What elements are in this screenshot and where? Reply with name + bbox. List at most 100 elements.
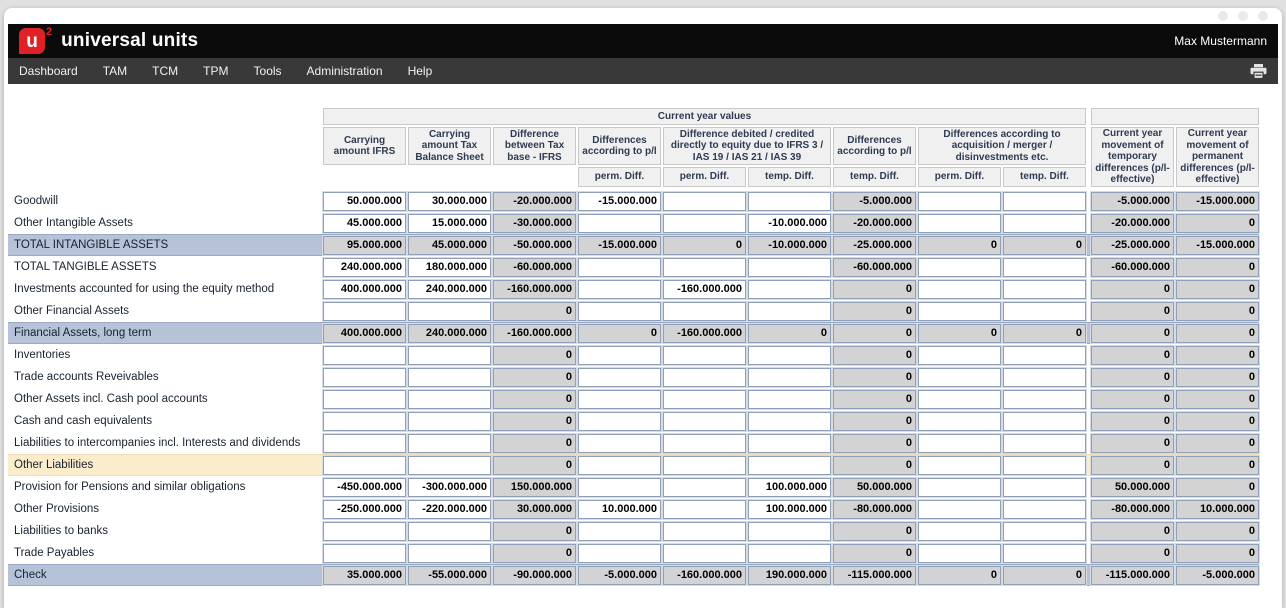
value-input[interactable] [1003,192,1086,211]
value-input[interactable] [323,412,406,431]
value-input[interactable] [408,214,491,233]
value-input[interactable] [578,544,661,563]
value-input[interactable] [748,522,831,541]
value-input[interactable] [408,390,491,409]
nav-item-tcm[interactable]: TCM [152,64,178,78]
value-input[interactable] [748,544,831,563]
value-input[interactable] [408,522,491,541]
value-input[interactable] [663,280,746,299]
value-input[interactable] [748,368,831,387]
value-input[interactable] [578,500,661,519]
value-input[interactable] [918,214,1001,233]
nav-item-dashboard[interactable]: Dashboard [19,64,78,78]
value-input[interactable] [748,302,831,321]
value-input[interactable] [918,302,1001,321]
value-input[interactable] [323,500,406,519]
value-input[interactable] [663,434,746,453]
value-input[interactable] [663,214,746,233]
value-input[interactable] [578,456,661,475]
value-input[interactable] [1003,456,1086,475]
value-input[interactable] [918,280,1001,299]
value-input[interactable] [1003,258,1086,277]
value-input[interactable] [918,478,1001,497]
value-input[interactable] [323,192,406,211]
value-input[interactable] [663,544,746,563]
nav-item-administration[interactable]: Administration [307,64,383,78]
value-input[interactable] [408,346,491,365]
value-input[interactable] [408,500,491,519]
value-input[interactable] [1003,280,1086,299]
value-input[interactable] [918,390,1001,409]
value-input[interactable] [663,390,746,409]
value-input[interactable] [408,302,491,321]
value-input[interactable] [1003,302,1086,321]
value-input[interactable] [1003,478,1086,497]
value-input[interactable] [918,412,1001,431]
value-input[interactable] [323,522,406,541]
value-input[interactable] [748,346,831,365]
value-input[interactable] [663,522,746,541]
value-input[interactable] [408,258,491,277]
value-input[interactable] [408,434,491,453]
value-input[interactable] [323,390,406,409]
value-input[interactable] [578,478,661,497]
value-input[interactable] [323,368,406,387]
print-button[interactable] [1250,64,1267,79]
value-input[interactable] [663,346,746,365]
value-input[interactable] [748,258,831,277]
value-input[interactable] [748,456,831,475]
value-input[interactable] [1003,500,1086,519]
value-input[interactable] [578,390,661,409]
value-input[interactable] [323,346,406,365]
value-input[interactable] [918,500,1001,519]
value-input[interactable] [578,412,661,431]
value-input[interactable] [323,280,406,299]
value-input[interactable] [1003,346,1086,365]
value-input[interactable] [578,434,661,453]
value-input[interactable] [578,192,661,211]
value-input[interactable] [323,302,406,321]
value-input[interactable] [918,192,1001,211]
value-input[interactable] [408,192,491,211]
value-input[interactable] [1003,214,1086,233]
value-input[interactable] [323,258,406,277]
nav-item-help[interactable]: Help [408,64,433,78]
value-input[interactable] [748,390,831,409]
value-input[interactable] [323,456,406,475]
value-input[interactable] [748,412,831,431]
value-input[interactable] [748,214,831,233]
value-input[interactable] [663,192,746,211]
nav-item-tpm[interactable]: TPM [203,64,228,78]
value-input[interactable] [578,368,661,387]
value-input[interactable] [578,214,661,233]
value-input[interactable] [663,302,746,321]
value-input[interactable] [578,522,661,541]
value-input[interactable] [918,456,1001,475]
value-input[interactable] [663,412,746,431]
value-input[interactable] [663,478,746,497]
value-input[interactable] [918,258,1001,277]
value-input[interactable] [748,192,831,211]
value-input[interactable] [578,280,661,299]
value-input[interactable] [918,346,1001,365]
value-input[interactable] [748,280,831,299]
value-input[interactable] [1003,368,1086,387]
value-input[interactable] [323,434,406,453]
value-input[interactable] [1003,390,1086,409]
value-input[interactable] [918,544,1001,563]
value-input[interactable] [578,302,661,321]
value-input[interactable] [918,368,1001,387]
value-input[interactable] [323,214,406,233]
value-input[interactable] [748,434,831,453]
value-input[interactable] [1003,434,1086,453]
value-input[interactable] [408,280,491,299]
value-input[interactable] [408,456,491,475]
value-input[interactable] [1003,544,1086,563]
value-input[interactable] [748,478,831,497]
value-input[interactable] [663,368,746,387]
value-input[interactable] [408,544,491,563]
nav-item-tam[interactable]: TAM [103,64,127,78]
value-input[interactable] [1003,412,1086,431]
value-input[interactable] [408,412,491,431]
value-input[interactable] [578,346,661,365]
